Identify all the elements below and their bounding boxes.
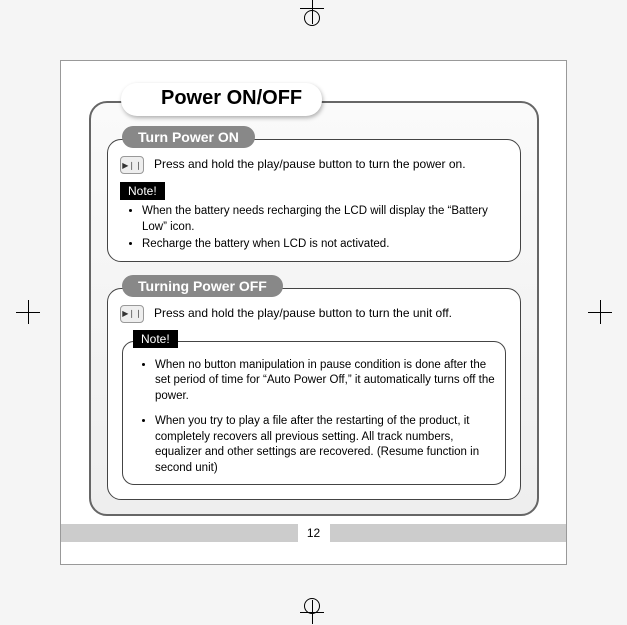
section-power-on: Turn Power ON ▶❘❘ Press and hold the pla… [107, 139, 521, 262]
notes-box-off: Note! When no button manipulation in pau… [122, 341, 506, 486]
play-pause-icon: ▶❘❘ [120, 305, 144, 323]
instruction-off: Press and hold the play/pause button to … [154, 306, 452, 322]
crop-mark-right-v [600, 300, 601, 324]
main-panel: Power ON/OFF Turn Power ON ▶❘❘ Press and… [89, 101, 539, 516]
note-label-on: Note! [120, 182, 165, 200]
instruction-on: Press and hold the play/pause button to … [154, 157, 466, 173]
section-power-off: Turning Power OFF ▶❘❘ Press and hold the… [107, 288, 521, 501]
crop-mark-left-v [28, 300, 29, 324]
note-label-off: Note! [133, 330, 178, 348]
notes-on: When the battery needs recharging the LC… [120, 204, 508, 253]
play-pause-icon: ▶❘❘ [120, 156, 144, 174]
note-item: Recharge the battery when LCD is not act… [142, 237, 508, 253]
page: Power ON/OFF Turn Power ON ▶❘❘ Press and… [60, 60, 567, 565]
section-header-off: Turning Power OFF [122, 275, 283, 297]
crop-circle-top [304, 10, 320, 26]
section-header-on: Turn Power ON [122, 126, 255, 148]
page-title: Power ON/OFF [121, 83, 322, 116]
note-item: When you try to play a file after the re… [155, 414, 495, 476]
page-number-bar: 12 [61, 524, 566, 542]
notes-off: When no button manipulation in pause con… [133, 358, 495, 477]
note-item: When the battery needs recharging the LC… [142, 204, 508, 235]
crop-circle-bottom [304, 598, 320, 614]
note-item: When no button manipulation in pause con… [155, 358, 495, 405]
page-number: 12 [298, 524, 330, 542]
